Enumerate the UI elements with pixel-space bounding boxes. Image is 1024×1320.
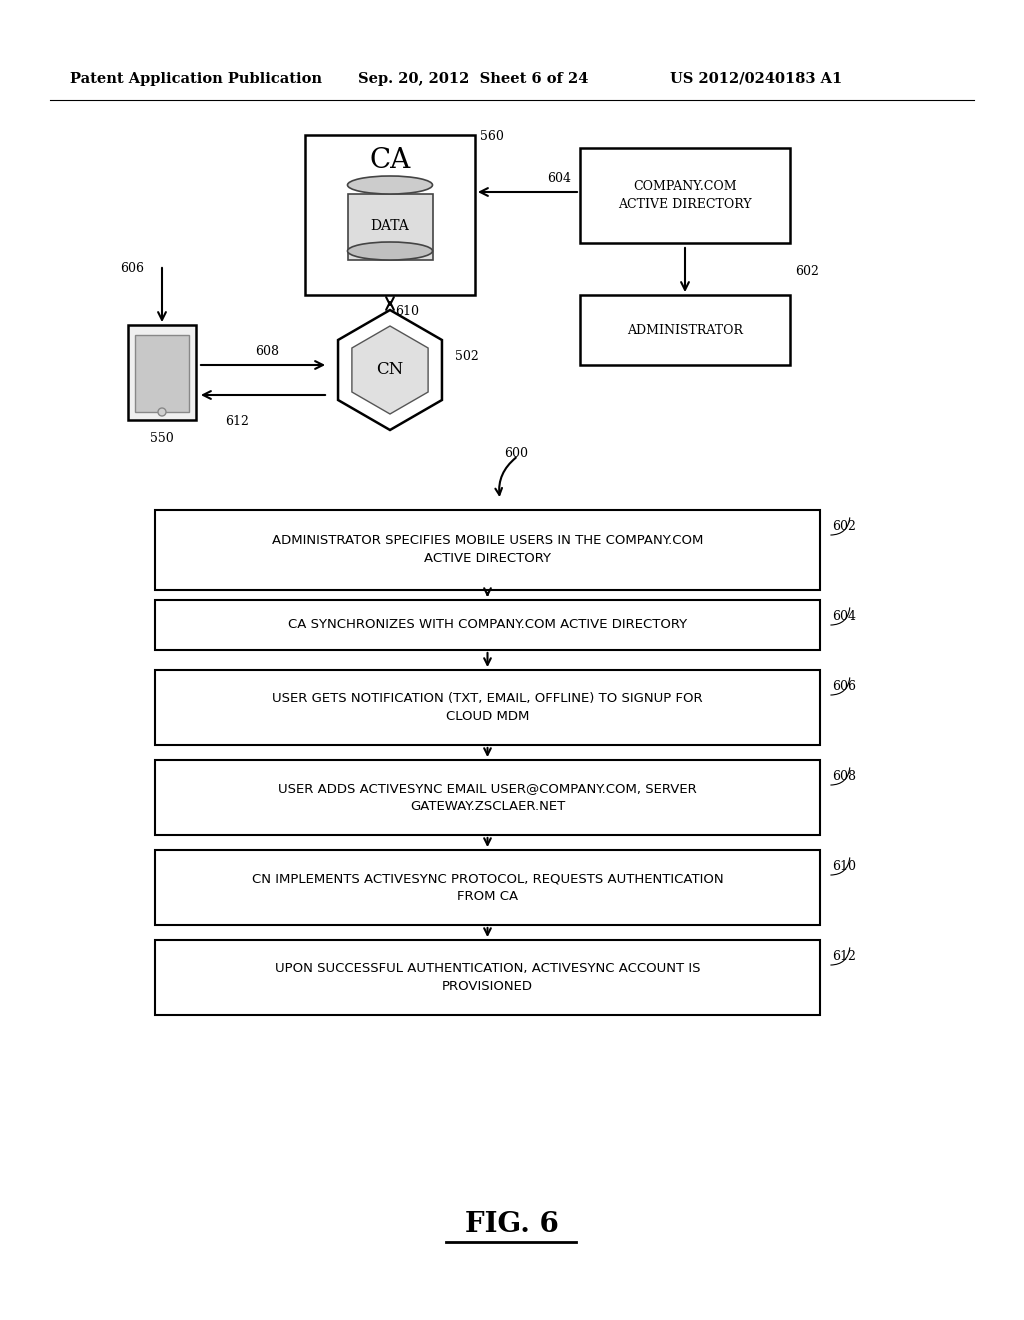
Polygon shape [338, 310, 442, 430]
Polygon shape [352, 326, 428, 414]
Text: FIG. 6: FIG. 6 [465, 1212, 559, 1238]
Bar [305, 135, 475, 294]
Text: 502: 502 [455, 350, 479, 363]
Circle shape [158, 408, 166, 416]
Text: US 2012/0240183 A1: US 2012/0240183 A1 [670, 73, 843, 86]
Text: UPON SUCCESSFUL AUTHENTICATION, ACTIVESYNC ACCOUNT IS
PROVISIONED: UPON SUCCESSFUL AUTHENTICATION, ACTIVESY… [274, 962, 700, 993]
Text: 606: 606 [831, 680, 856, 693]
Bar [155, 510, 820, 590]
Text: CA SYNCHRONIZES WITH COMPANY.COM ACTIVE DIRECTORY: CA SYNCHRONIZES WITH COMPANY.COM ACTIVE … [288, 619, 687, 631]
Text: 550: 550 [151, 432, 174, 445]
Text: USER ADDS ACTIVESYNC EMAIL USER@COMPANY.COM, SERVER
GATEWAY.ZSCLAER.NET: USER ADDS ACTIVESYNC EMAIL USER@COMPANY.… [279, 781, 697, 813]
Bar [128, 325, 196, 420]
Text: CA: CA [370, 147, 411, 173]
Text: 602: 602 [831, 520, 856, 533]
Text: CN IMPLEMENTS ACTIVESYNC PROTOCOL, REQUESTS AUTHENTICATION
FROM CA: CN IMPLEMENTS ACTIVESYNC PROTOCOL, REQUE… [252, 873, 723, 903]
Bar [347, 194, 432, 260]
Bar [155, 940, 820, 1015]
Bar [580, 148, 790, 243]
Text: ADMINISTRATOR: ADMINISTRATOR [627, 323, 743, 337]
Bar [135, 335, 189, 412]
Text: Sep. 20, 2012  Sheet 6 of 24: Sep. 20, 2012 Sheet 6 of 24 [358, 73, 589, 86]
Text: USER GETS NOTIFICATION (TXT, EMAIL, OFFLINE) TO SIGNUP FOR
CLOUD MDM: USER GETS NOTIFICATION (TXT, EMAIL, OFFL… [272, 692, 702, 723]
Bar [155, 760, 820, 836]
Text: DATA: DATA [371, 219, 410, 232]
Text: ADMINISTRATOR SPECIFIES MOBILE USERS IN THE COMPANY.COM
ACTIVE DIRECTORY: ADMINISTRATOR SPECIFIES MOBILE USERS IN … [271, 535, 703, 565]
Text: 612: 612 [225, 414, 249, 428]
Text: 602: 602 [795, 265, 819, 279]
Text: 612: 612 [831, 950, 856, 964]
Text: CN: CN [377, 362, 403, 379]
Bar [155, 671, 820, 744]
Bar [155, 850, 820, 925]
Text: 604: 604 [831, 610, 856, 623]
Text: 608: 608 [831, 770, 856, 783]
Text: 606: 606 [120, 261, 144, 275]
Bar [155, 601, 820, 649]
Text: 610: 610 [831, 861, 856, 873]
Text: Patent Application Publication: Patent Application Publication [70, 73, 322, 86]
Text: 600: 600 [504, 447, 528, 459]
Text: COMPANY.COM
ACTIVE DIRECTORY: COMPANY.COM ACTIVE DIRECTORY [618, 180, 752, 211]
Text: 604: 604 [547, 172, 571, 185]
Text: 610: 610 [395, 305, 419, 318]
Ellipse shape [347, 242, 432, 260]
Text: 560: 560 [480, 129, 504, 143]
Bar [580, 294, 790, 366]
Text: 608: 608 [255, 345, 279, 358]
Ellipse shape [347, 176, 432, 194]
